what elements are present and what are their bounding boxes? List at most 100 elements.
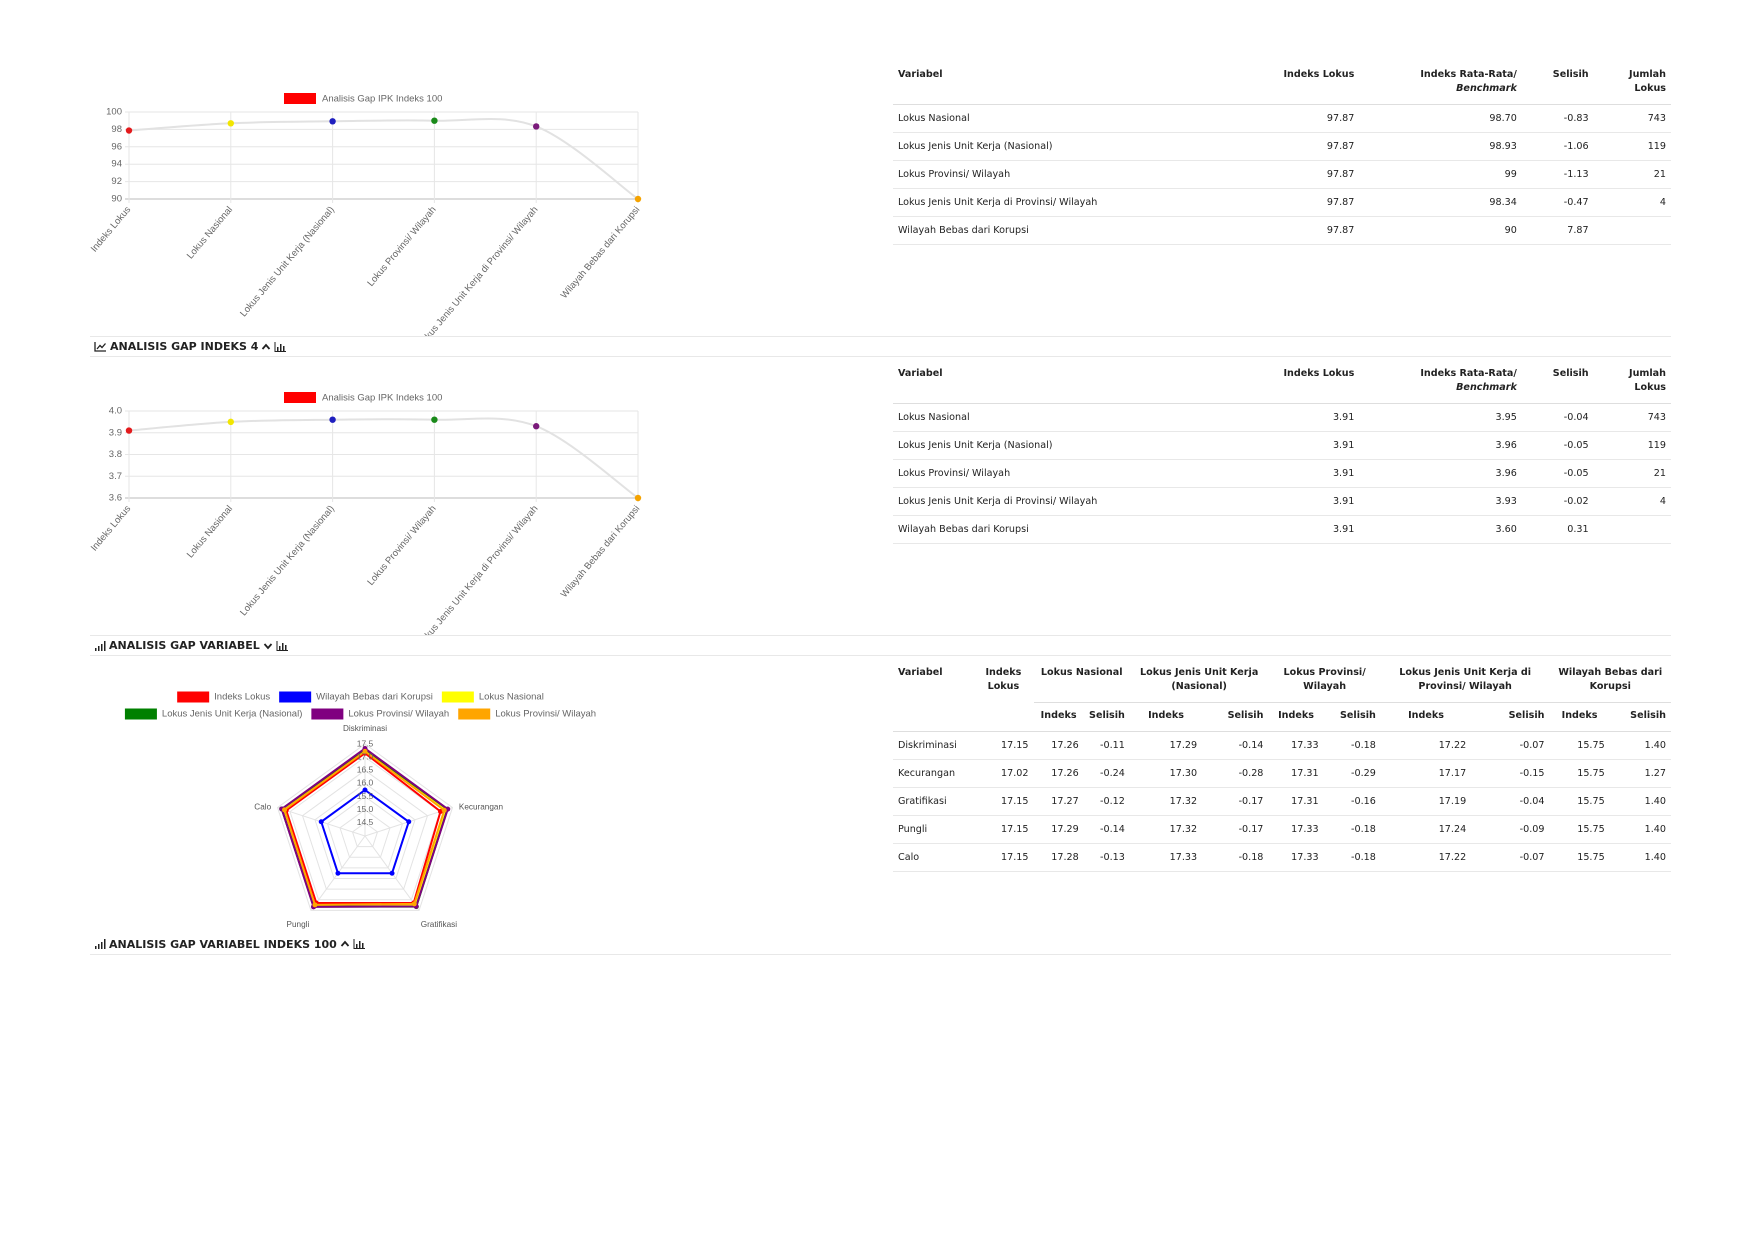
header-cell: Jumlah Lokus	[1593, 361, 1671, 404]
caret-up	[340, 940, 349, 947]
table-cell: -0.18	[1202, 843, 1269, 872]
table-cell: -1.06	[1521, 132, 1594, 161]
table-cell: 97.87	[1269, 104, 1360, 133]
header-italic: Benchmark	[1456, 83, 1517, 94]
data-point	[282, 807, 288, 813]
axis-label: Pungli	[287, 920, 310, 929]
legend-swatch	[311, 708, 344, 720]
table-cell: 21	[1593, 160, 1671, 189]
table-cell: 3.91	[1269, 403, 1360, 432]
data-point	[227, 120, 234, 127]
table-cell: 1.27	[1609, 759, 1671, 788]
data-point	[406, 819, 412, 825]
r-tick-label: 14.5	[357, 817, 374, 827]
table-cell: 17.19	[1380, 787, 1472, 816]
legend-swatch	[458, 708, 491, 720]
y-tick-label: 100	[106, 107, 122, 118]
table-cell: 17.32	[1129, 815, 1203, 844]
table-cell: 743	[1593, 403, 1671, 432]
header-group: Lokus Nasional	[1033, 660, 1130, 703]
table-cell: 3.91	[1269, 515, 1360, 544]
table-cell: 17.33	[1129, 843, 1203, 872]
header-group: Lokus Provinsi/ Wilayah	[1268, 660, 1381, 703]
series-line	[128, 117, 639, 200]
grid-ring	[314, 782, 416, 880]
table-cell: 17.22	[1380, 731, 1472, 760]
y-tick-label: 3.6	[109, 493, 122, 504]
table-cell: -0.05	[1521, 459, 1594, 488]
bar-icon	[353, 939, 365, 949]
table-cell: -0.16	[1323, 787, 1381, 816]
table-row: Wilayah Bebas dari Korupsi 3.91 3.60 0.31	[893, 515, 1671, 544]
table-cell: 15.75	[1549, 843, 1610, 872]
x-tick-label: Indeks Lokus	[89, 503, 134, 553]
table-cell: -0.15	[1471, 759, 1550, 788]
y-tick-label: 4.0	[109, 406, 122, 417]
table-cell: 1.40	[1609, 731, 1671, 760]
table-cell: 4	[1593, 188, 1671, 217]
table-row: Pungli 17.15 17.29 -0.14 17.32 -0.17 17.33 -0.1…	[893, 815, 1671, 844]
table-cell: Lokus Jenis Unit Kerja (Nasional)	[893, 132, 1270, 161]
table-cell: -0.28	[1202, 759, 1269, 788]
header-italic: Benchmark	[1456, 382, 1517, 393]
table-cell: 3.91	[1269, 487, 1360, 516]
subheader-cell: Indeks	[1129, 702, 1203, 732]
y-tick-label: 92	[111, 176, 122, 187]
data-point	[441, 807, 447, 813]
table-body: Diskriminasi 17.15 17.26 -0.11 17.29 -0.14 17.…	[893, 731, 1671, 872]
legend-swatch	[284, 93, 316, 104]
subheader-cell: Indeks	[1033, 702, 1084, 732]
table-cell: -0.18	[1323, 815, 1381, 844]
line-chart: 3.6 3.7 3.8 3.9 4.0 Indeks Lokus Lokus Nasiona…	[89, 392, 642, 635]
table-cell: 1.40	[1609, 787, 1671, 816]
table-cell: 90	[1359, 216, 1522, 245]
bar-icon	[95, 640, 106, 651]
table-cell: 17.32	[1129, 787, 1203, 816]
legend-label: Lokus Provinsi/ Wilayah	[348, 709, 449, 720]
table-cell	[1593, 216, 1671, 245]
x-tick-label: Lokus Jenis Unit Kerja di Provinsi/ Wila…	[416, 204, 540, 336]
table-cell: 97.87	[1269, 132, 1360, 161]
subheader-cell: Selisih	[1323, 702, 1381, 732]
table-cell: -0.13	[1083, 843, 1130, 872]
data-point	[437, 808, 443, 814]
table-cell: 17.15	[973, 787, 1034, 816]
data-point	[227, 418, 234, 426]
axis-label: Gratifikasi	[421, 920, 458, 929]
data-point	[362, 787, 368, 793]
table-cell: -0.18	[1323, 731, 1381, 760]
table-cell: -0.17	[1202, 815, 1269, 844]
table-body: Lokus Nasional 3.91 3.95 -0.04 743 Lokus Jeni…	[893, 403, 1671, 544]
grid-ring	[301, 769, 429, 890]
grid-ring	[339, 809, 391, 858]
x-tick-label: Wilayah Bebas dari Korupsi	[559, 204, 642, 300]
table-cell: -0.04	[1521, 403, 1594, 432]
gap-table: Variabel Indeks Lokus Indeks Rata-Rata/Ben…	[893, 361, 1671, 544]
table-cell: 3.91	[1269, 431, 1360, 460]
table-row: Gratifikasi 17.15 17.27 -0.12 17.32 -0.17 17.3…	[893, 787, 1671, 816]
legend-item: Lokus Nasional	[441, 691, 544, 703]
data-point	[125, 127, 133, 134]
y-tick-label: 94	[111, 159, 122, 170]
section-header[interactable]: ANALISIS GAP VARIABEL INDEKS 100	[90, 934, 1671, 955]
table-cell: 17.29	[1033, 815, 1084, 844]
section-header[interactable]: ANALISIS GAP INDEKS 4	[90, 336, 1671, 357]
table-body: Lokus Nasional 97.87 98.70 -0.83 743 Lokus Je…	[893, 104, 1671, 245]
table-row: Lokus Jenis Unit Kerja (Nasional) 97.87 98…	[893, 132, 1671, 161]
data-point	[318, 819, 324, 825]
legend-swatch	[441, 691, 474, 703]
bar-icon	[274, 341, 287, 352]
subheader-cell: Selisih	[1471, 702, 1550, 732]
table-head: Variabel Indeks Lokus Indeks Rata-Rata/Ben…	[893, 361, 1671, 404]
table-cell: 0.31	[1521, 515, 1594, 544]
table-cell: 17.31	[1268, 787, 1324, 816]
table-cell: Kecurangan	[893, 759, 974, 788]
section-header[interactable]: ANALISIS GAP VARIABEL	[90, 635, 1671, 656]
y-tick-label: 98	[111, 124, 122, 135]
header-cell: Indeks Rata-Rata/Benchmark	[1359, 361, 1522, 404]
axis-label: Diskriminasi	[343, 724, 387, 733]
header-row: Variabel Indeks Lokus Lokus Nasional Lokus …	[893, 660, 1671, 732]
table-row: Diskriminasi 17.15 17.26 -0.11 17.29 -0.14 17.…	[893, 731, 1671, 760]
